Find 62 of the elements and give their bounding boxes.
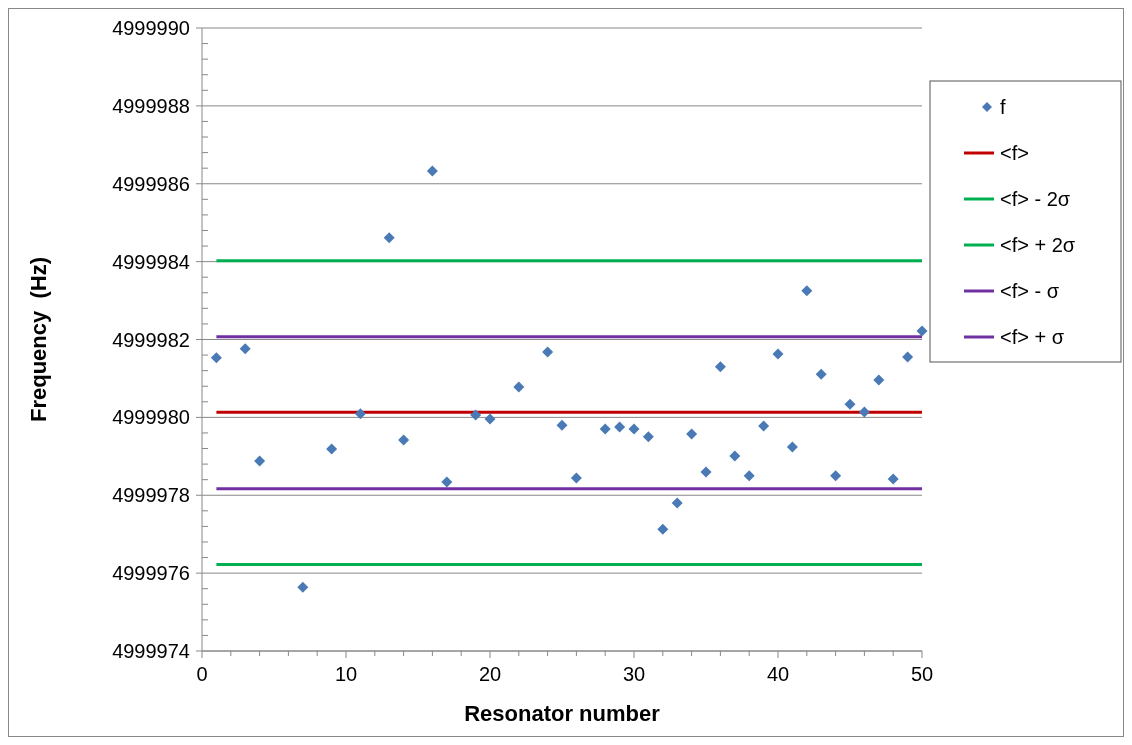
x-tick-label: 40 [766,663,790,685]
legend-label: <f> - 2σ [1000,188,1071,210]
x-tick-label: 0 [196,663,208,685]
point [916,325,928,337]
point [570,472,582,484]
point [398,434,410,446]
point [354,408,366,420]
x-axis-title: Resonator number [464,701,661,726]
legend-label: <f> + 2σ [1000,234,1076,256]
y-tick-label: 4999986 [112,172,190,195]
point [542,346,554,358]
point [714,361,726,373]
point [239,343,251,355]
point [902,351,914,363]
point [873,374,885,386]
point [426,165,438,177]
point [858,406,870,418]
point [326,443,338,455]
x-tick-label: 10 [334,663,358,685]
y-tick-label: 4999976 [112,562,190,585]
point [844,398,856,410]
point [614,421,626,433]
point [887,473,899,485]
point [743,470,755,482]
x-tick-label: 30 [622,663,646,685]
point [599,423,611,435]
point [815,368,827,380]
point [758,420,770,432]
point [383,232,395,244]
point [686,428,698,440]
point [657,523,669,535]
legend-label: <f> + σ [1000,326,1065,348]
legend-label: f [1000,96,1006,118]
legend-label: <f> - σ [1000,280,1060,302]
point [556,419,568,431]
point [729,450,741,462]
point [484,413,496,425]
y-tick-label: 4999974 [112,640,190,662]
legend-label: <f> [1000,142,1029,164]
y-tick-label: 4999988 [112,94,190,117]
point [772,348,784,360]
point [470,409,482,421]
point [700,466,712,478]
point [513,381,525,393]
point [441,476,453,488]
point [297,581,309,593]
point [254,455,266,467]
y-tick-label: 4999984 [112,250,190,273]
point [786,441,798,453]
y-tick-label: 4999978 [112,484,190,507]
point [830,470,842,482]
y-tick-label: 4999990 [112,17,190,39]
y-axis-title: Frequency (Hz) [26,256,51,423]
point [628,423,640,435]
x-tick-label: 50 [910,663,934,685]
point [642,431,654,443]
point [210,352,222,364]
y-tick-label: 4999980 [112,406,190,429]
y-tick-label: 4999982 [112,328,190,351]
point [801,285,813,297]
x-tick-label: 20 [478,663,502,685]
point [671,497,683,509]
